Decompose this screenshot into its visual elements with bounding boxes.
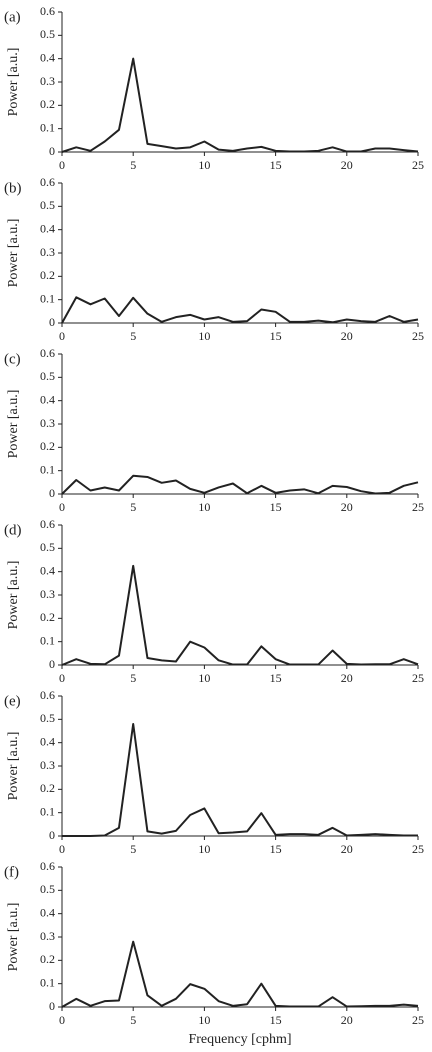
x-tick-label: 25 (412, 1013, 424, 1027)
x-tick-label: 15 (270, 329, 282, 343)
y-axis-label: Power [a.u.] (6, 561, 21, 630)
y-tick-label: 0.1 (40, 804, 55, 818)
x-tick-label: 10 (198, 671, 210, 685)
x-tick-label: 20 (341, 329, 353, 343)
x-tick-label: 5 (130, 842, 136, 856)
x-tick-label: 25 (412, 671, 424, 685)
y-tick-label: 0.3 (40, 758, 55, 772)
x-tick-label: 20 (341, 671, 353, 685)
power-line (61, 57, 419, 153)
y-tick-label: 0.1 (40, 975, 55, 989)
x-tick-label: 5 (130, 1013, 136, 1027)
y-tick-label: 0.4 (40, 905, 55, 919)
x-tick-label: 20 (341, 158, 353, 172)
x-tick-label: 0 (59, 500, 65, 514)
y-tick-label: 0.2 (40, 781, 55, 795)
y-tick-label: 0.1 (40, 633, 55, 647)
y-tick-label: 0.5 (40, 882, 55, 896)
y-tick-label: 0 (49, 999, 55, 1013)
x-tick-label: 15 (270, 158, 282, 172)
y-tick-label: 0.3 (40, 587, 55, 601)
y-tick-label: 0.3 (40, 416, 55, 430)
y-tick-label: 0.5 (40, 369, 55, 383)
x-tick-label: 5 (130, 329, 136, 343)
panel-label: (d) (4, 522, 22, 538)
y-tick-label: 0.1 (40, 291, 55, 305)
x-tick-label: 15 (270, 500, 282, 514)
y-tick-label: 0.6 (40, 175, 55, 189)
y-tick-label: 0.3 (40, 929, 55, 943)
panel-label: (e) (4, 693, 21, 709)
x-tick-label: 0 (59, 158, 65, 172)
y-tick-label: 0.3 (40, 74, 55, 88)
x-tick-label: 0 (59, 842, 65, 856)
x-tick-label: 15 (270, 1013, 282, 1027)
y-axis-label: Power [a.u.] (6, 390, 21, 459)
y-tick-label: 0.4 (40, 392, 55, 406)
x-tick-label: 0 (59, 671, 65, 685)
y-tick-label: 0 (49, 657, 55, 671)
y-tick-label: 0.2 (40, 97, 55, 111)
x-tick-label: 10 (198, 1013, 210, 1027)
y-tick-label: 0.1 (40, 462, 55, 476)
x-tick-label: 5 (130, 671, 136, 685)
x-tick-label: 25 (412, 329, 424, 343)
x-tick-label: 20 (341, 842, 353, 856)
y-tick-label: 0.6 (40, 346, 55, 360)
panel-label: (b) (4, 180, 22, 196)
x-tick-label: 0 (59, 329, 65, 343)
panel-label: (a) (4, 9, 21, 25)
y-tick-label: 0.6 (40, 859, 55, 873)
y-tick-label: 0 (49, 315, 55, 329)
x-tick-label: 10 (198, 158, 210, 172)
y-tick-label: 0.4 (40, 50, 55, 64)
y-tick-label: 0.1 (40, 120, 55, 134)
x-tick-label: 25 (412, 842, 424, 856)
y-axis-label: Power [a.u.] (6, 48, 21, 117)
x-tick-label: 25 (412, 500, 424, 514)
power-line (61, 296, 419, 324)
y-axis-label: Power [a.u.] (6, 219, 21, 288)
y-tick-label: 0.2 (40, 439, 55, 453)
y-tick-label: 0 (49, 144, 55, 158)
y-tick-label: 0.5 (40, 27, 55, 41)
y-axis-label: Power [a.u.] (6, 903, 21, 972)
x-tick-label: 15 (270, 842, 282, 856)
panel-label: (c) (4, 351, 21, 367)
y-tick-label: 0.4 (40, 734, 55, 748)
y-tick-label: 0.4 (40, 563, 55, 577)
y-axis-label: Power [a.u.] (6, 732, 21, 801)
y-tick-label: 0.2 (40, 952, 55, 966)
y-tick-label: 0.5 (40, 540, 55, 554)
x-tick-label: 0 (59, 1013, 65, 1027)
y-tick-label: 0.6 (40, 517, 55, 531)
power-line (61, 940, 419, 1008)
x-tick-label: 15 (270, 671, 282, 685)
y-tick-label: 0.2 (40, 610, 55, 624)
x-axis-label: Frequency [cphm] (188, 1032, 291, 1047)
y-tick-label: 0.5 (40, 198, 55, 212)
power-line (61, 474, 419, 495)
x-tick-label: 20 (341, 500, 353, 514)
y-tick-label: 0.3 (40, 245, 55, 259)
y-tick-label: 0.5 (40, 711, 55, 725)
panel-label: (f) (4, 864, 19, 880)
y-tick-label: 0.6 (40, 688, 55, 702)
x-tick-label: 25 (412, 158, 424, 172)
x-tick-label: 20 (341, 1013, 353, 1027)
power-line (62, 723, 418, 837)
y-tick-label: 0.2 (40, 268, 55, 282)
power-line (61, 564, 419, 666)
y-tick-label: 0 (49, 486, 55, 500)
x-tick-label: 10 (198, 842, 210, 856)
x-tick-label: 5 (130, 500, 136, 514)
x-tick-label: 10 (198, 329, 210, 343)
y-tick-label: 0 (49, 828, 55, 842)
x-tick-label: 10 (198, 500, 210, 514)
x-tick-label: 5 (130, 158, 136, 172)
y-tick-label: 0.6 (40, 4, 55, 18)
y-tick-label: 0.4 (40, 221, 55, 235)
